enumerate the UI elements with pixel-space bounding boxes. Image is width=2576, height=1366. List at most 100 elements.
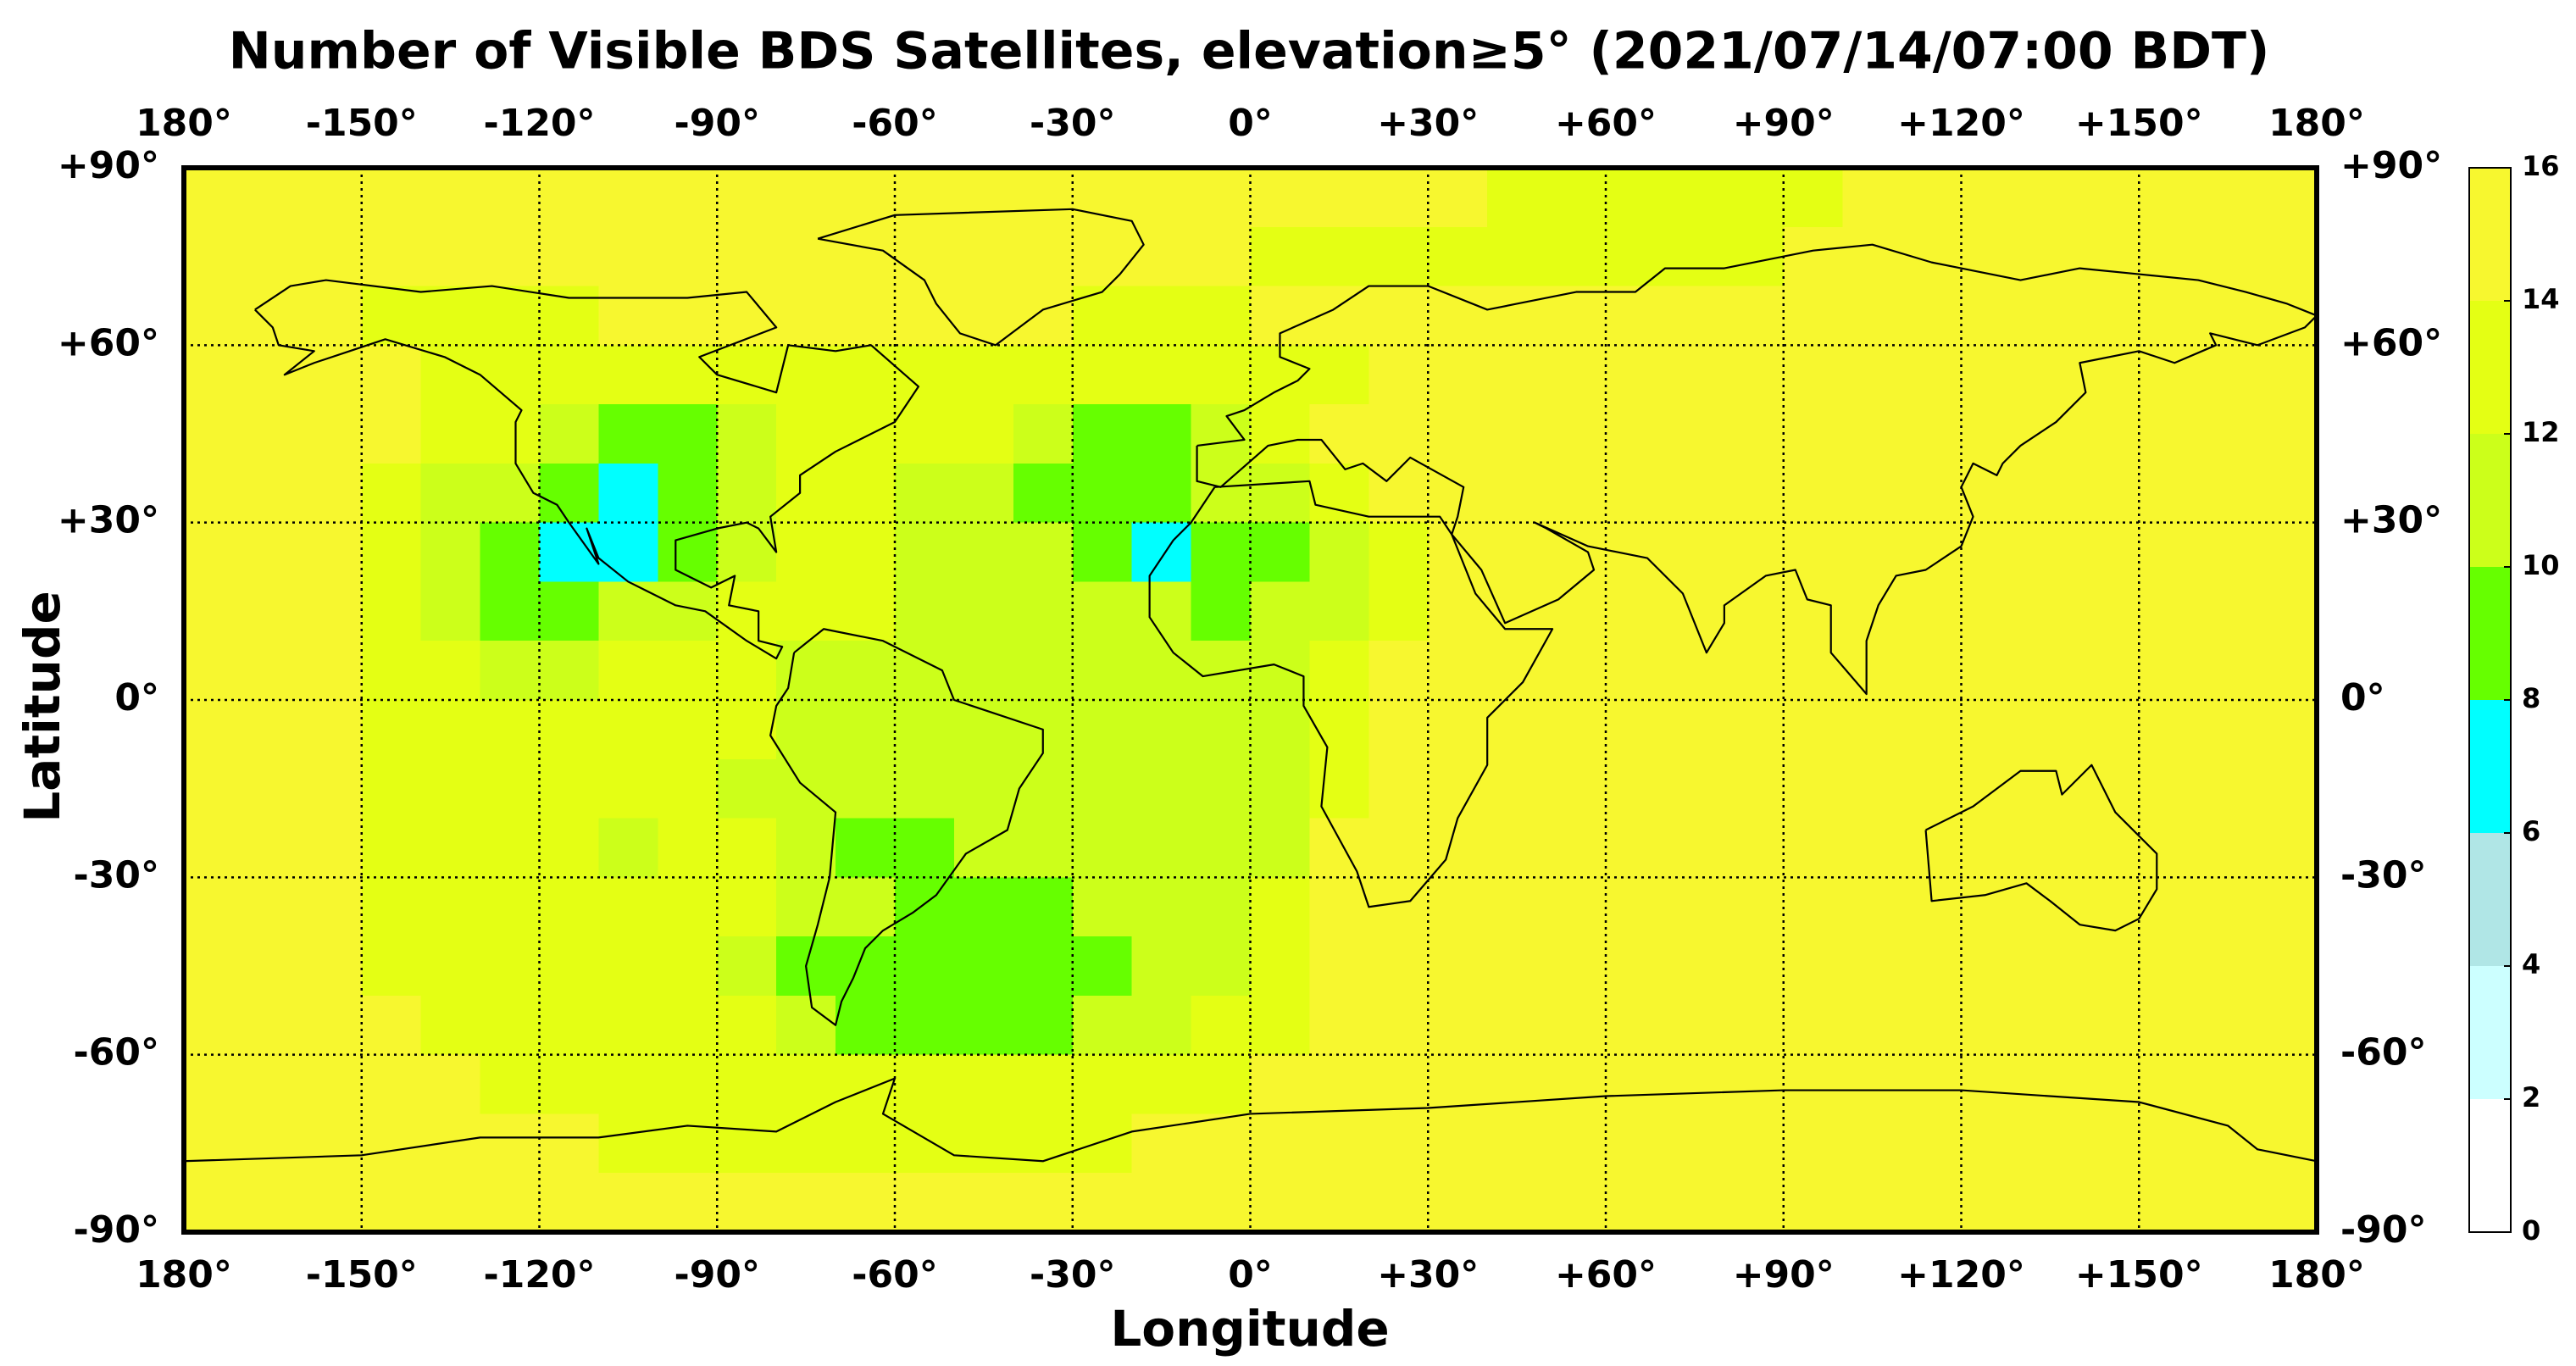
australia — [1926, 765, 2157, 930]
heatmap-cell — [539, 1113, 599, 1174]
heatmap-cell — [2020, 1173, 2080, 1233]
heatmap-cell — [2198, 758, 2258, 819]
heatmap-cell — [1131, 818, 1192, 878]
heatmap-cell — [1783, 345, 1844, 405]
heatmap-cell — [776, 1173, 836, 1233]
heatmap-cell — [1783, 404, 1844, 464]
heatmap-cell — [2257, 936, 2318, 997]
heatmap-cell — [953, 286, 1014, 346]
heatmap-cell — [1013, 226, 1074, 287]
heatmap-cell — [1250, 226, 1310, 287]
y-tick-label-left: -60° — [74, 1031, 160, 1074]
heatmap-cell — [539, 581, 599, 641]
x-tick-label-top: -30° — [1030, 102, 1116, 145]
heatmap-cell — [658, 345, 718, 405]
heatmap-cell — [836, 226, 896, 287]
heatmap-cell — [539, 1173, 599, 1233]
colorbar-tick-label: 12 — [2522, 416, 2560, 448]
heatmap-cell — [658, 641, 718, 701]
heatmap-cell — [1191, 463, 1251, 524]
heatmap-cell — [1783, 818, 1844, 878]
heatmap-cell — [184, 700, 244, 760]
heatmap-cell — [1606, 286, 1666, 346]
heatmap-cell — [1131, 936, 1192, 997]
heatmap-cell — [2139, 700, 2199, 760]
heatmap-cell — [242, 936, 303, 997]
heatmap-cell — [1131, 877, 1192, 937]
heatmap-cell — [1546, 877, 1607, 937]
x-tick-label-bottom: +120° — [1897, 1253, 2025, 1297]
x-tick-label-top: 180° — [2268, 102, 2365, 145]
y-tick-label-right: +60° — [2340, 321, 2442, 364]
heatmap-cell — [1131, 641, 1192, 701]
heatmap-cell — [1072, 404, 1133, 464]
heatmap-cell — [1842, 700, 1903, 760]
heatmap-cell — [184, 168, 244, 228]
heatmap-cell — [953, 226, 1014, 287]
heatmap-cell — [1487, 226, 1547, 287]
heatmap-cell — [776, 700, 836, 760]
heatmap-cell — [895, 286, 955, 346]
x-tick-label-bottom: -90° — [675, 1253, 761, 1297]
heatmap-cell — [1309, 345, 1369, 405]
heatmap-cell — [1842, 1113, 1903, 1174]
heatmap-cell — [1428, 936, 1488, 997]
heatmap-cell — [242, 286, 303, 346]
heatmap-cell — [1191, 700, 1251, 760]
heatmap-cell — [2198, 995, 2258, 1056]
heatmap-cell — [420, 226, 481, 287]
heatmap-cell — [1606, 404, 1666, 464]
heatmap-cell — [1191, 581, 1251, 641]
heatmap-cell — [539, 168, 599, 228]
y-tick-label-left: +30° — [58, 499, 159, 542]
heatmap-cell — [1368, 226, 1429, 287]
heatmap-cell — [1487, 345, 1547, 405]
heatmap-cell — [1961, 522, 2021, 582]
heatmap-cell — [2139, 581, 2199, 641]
heatmap-cell — [1546, 936, 1607, 997]
heatmap-cell — [1961, 1173, 2021, 1233]
heatmap-cell — [1250, 700, 1310, 760]
heatmap-cell — [480, 1054, 540, 1114]
heatmap-cell — [2198, 286, 2258, 346]
heatmap-cell — [2079, 641, 2140, 701]
heatmap-cell — [1131, 1054, 1192, 1114]
heatmap-cell — [184, 404, 244, 464]
heatmap-cell — [2198, 818, 2258, 878]
colorbar: 0 2 4 6 8 10 12 14 16 — [2468, 150, 2560, 1247]
heatmap-cell — [242, 758, 303, 819]
heatmap-cell — [1368, 404, 1429, 464]
heatmap-cell — [895, 168, 955, 228]
heatmap-cell — [1368, 936, 1429, 997]
heatmap-cell — [302, 700, 363, 760]
heatmap-cell — [480, 641, 540, 701]
heatmap-cell — [2257, 877, 2318, 937]
x-tick-label-bottom: -30° — [1030, 1253, 1116, 1297]
heatmap-cell — [302, 641, 363, 701]
heatmap-cell — [1191, 1054, 1251, 1114]
heatmap-cell — [1783, 286, 1844, 346]
heatmap-cell — [895, 995, 955, 1056]
heatmap-cell — [1664, 758, 1725, 819]
heatmap-cell — [1428, 522, 1488, 582]
heatmap-cell — [242, 345, 303, 405]
heatmap-cell — [2198, 404, 2258, 464]
heatmap-cell — [1309, 404, 1369, 464]
heatmap-cell — [1013, 581, 1074, 641]
heatmap-cell — [1487, 877, 1547, 937]
heatmap-cell — [1013, 463, 1074, 524]
heatmap-cell — [1901, 877, 1962, 937]
heatmap-cell — [184, 345, 244, 405]
heatmap-cell — [1724, 168, 1785, 228]
heatmap-cell — [658, 818, 718, 878]
heatmap-cell — [1368, 995, 1429, 1056]
heatmap-cell — [717, 1173, 777, 1233]
colorbar-tick-label: 0 — [2522, 1214, 2540, 1247]
heatmap-cell — [1487, 463, 1547, 524]
heatmap-cell — [1428, 168, 1488, 228]
heatmap-cell — [2020, 226, 2080, 287]
heatmap-cell — [953, 877, 1014, 937]
heatmap-cell — [1368, 1113, 1429, 1174]
heatmap-cell — [1901, 463, 1962, 524]
heatmap-cell — [2079, 345, 2140, 405]
